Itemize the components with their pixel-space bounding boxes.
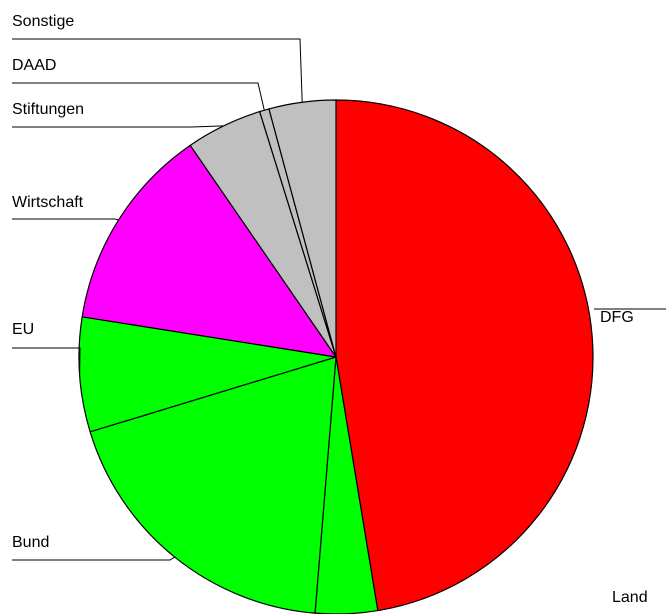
pie-slice — [81, 144, 338, 358]
slice-label: EU — [12, 321, 34, 338]
slice-label: Sonstige — [12, 13, 74, 30]
leader-line — [12, 38, 303, 103]
leader-line — [12, 82, 265, 111]
pie-slice — [89, 356, 337, 614]
leader-line — [12, 556, 175, 561]
slice-label: Land — [612, 589, 648, 606]
slice-label: Bund — [12, 534, 49, 551]
slice-label: Stiftungen — [12, 101, 84, 118]
slice-label: DFG — [600, 309, 634, 326]
leader-line — [12, 347, 81, 375]
leader-line — [12, 218, 119, 221]
slice-label: Wirtschaft — [12, 194, 84, 211]
pie-slice — [268, 99, 337, 358]
slice-label: DAAD — [12, 57, 56, 74]
leader-line — [12, 125, 224, 128]
pie-slice — [335, 99, 594, 612]
